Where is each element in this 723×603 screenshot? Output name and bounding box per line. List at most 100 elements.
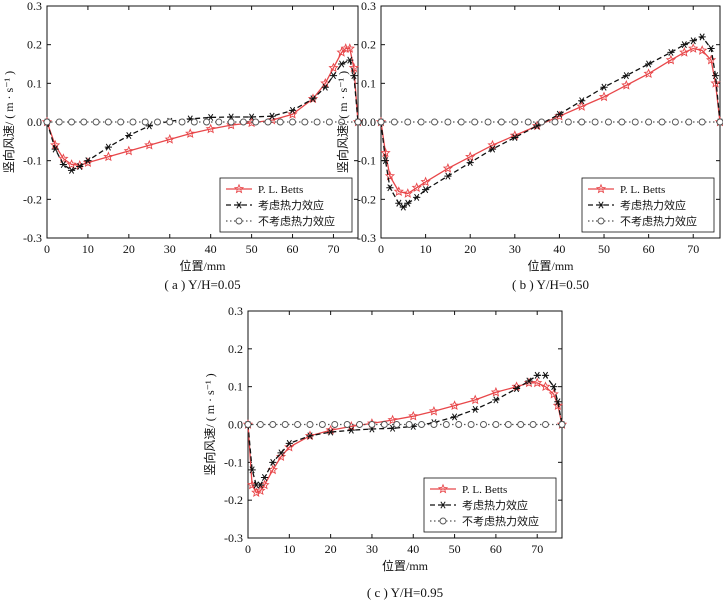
y-axis-label: 竖向风速/ ( m · s⁻¹ ) — [335, 71, 350, 173]
data-point — [645, 60, 653, 68]
data-point — [59, 161, 67, 169]
data-point — [344, 43, 355, 53]
data-point — [411, 182, 422, 193]
y-tick-label: 0.3 — [27, 0, 42, 13]
data-point — [467, 421, 475, 428]
data-point — [346, 56, 354, 64]
data-point — [205, 123, 216, 134]
y-tick-label: -0.1 — [224, 455, 243, 469]
data-point — [431, 118, 438, 126]
data-point — [444, 118, 452, 126]
data-point — [318, 421, 326, 428]
data-point — [442, 421, 450, 428]
series-2 — [244, 421, 566, 428]
panel-caption: ( a ) Y/H=0.05 — [164, 277, 240, 292]
y-tick-label: 0.0 — [361, 115, 376, 129]
data-point — [268, 112, 276, 120]
data-point — [517, 421, 525, 428]
y-tick-label: 0.1 — [361, 76, 376, 90]
data-point — [84, 157, 92, 165]
data-point — [329, 72, 338, 80]
data-point — [141, 118, 149, 126]
x-tick-label: 70 — [531, 542, 543, 556]
data-point — [533, 122, 541, 130]
x-tick-label: 60 — [643, 242, 655, 256]
data-point — [688, 43, 699, 53]
data-point — [313, 118, 321, 126]
series-2 — [43, 118, 362, 126]
series-1 — [377, 33, 723, 211]
data-point — [540, 381, 551, 392]
data-point — [417, 118, 425, 126]
data-point — [260, 473, 269, 481]
data-point — [289, 118, 296, 126]
data-point — [244, 421, 252, 428]
data-point — [117, 118, 125, 126]
y-tick-label: 0.2 — [27, 38, 42, 52]
series-2 — [377, 118, 723, 126]
data-point — [276, 118, 284, 126]
data-point — [55, 118, 63, 126]
data-point — [377, 118, 385, 126]
y-tick-label: -0.2 — [357, 192, 376, 206]
legend-label: P. L. Betts — [462, 484, 507, 496]
data-point — [442, 163, 454, 173]
y-tick-label: 0.2 — [228, 342, 243, 356]
data-point — [408, 410, 419, 421]
data-point — [66, 159, 77, 169]
data-point — [269, 458, 277, 466]
data-point — [393, 421, 401, 428]
x-tick-label: 30 — [509, 242, 521, 256]
data-point — [404, 118, 412, 126]
data-point — [393, 186, 404, 196]
legend-marker — [235, 201, 243, 209]
legend-label: 考虑热力效应 — [620, 198, 686, 212]
x-tick-label: 50 — [598, 242, 610, 256]
data-point — [226, 119, 237, 130]
data-point — [395, 199, 403, 207]
data-point — [269, 421, 277, 428]
x-tick-label: 50 — [449, 542, 461, 556]
x-tick-label: 10 — [420, 242, 432, 256]
y-tick-label: 0.2 — [361, 38, 376, 52]
x-tick-label: 60 — [287, 242, 299, 256]
data-point — [178, 118, 186, 126]
series-1 — [244, 371, 566, 489]
data-point — [679, 47, 690, 57]
data-point — [697, 45, 708, 55]
data-point — [207, 113, 215, 121]
y-tick-label: 0.1 — [228, 380, 243, 394]
x-tick-label: 20 — [123, 242, 135, 256]
data-point — [251, 487, 262, 497]
data-point — [685, 118, 693, 126]
data-point — [564, 118, 572, 126]
data-point — [578, 118, 586, 126]
data-point — [605, 118, 612, 126]
y-axis-label: 竖向风速/ ( m · s⁻¹ ) — [202, 373, 217, 475]
legend-label: 不考虑热力效应 — [462, 514, 539, 528]
data-point — [689, 37, 697, 45]
data-point — [301, 118, 309, 126]
data-point — [277, 449, 285, 457]
data-point — [576, 101, 587, 111]
data-point — [82, 157, 94, 167]
data-point — [350, 72, 358, 80]
x-tick-label: 0 — [245, 542, 251, 556]
legend-label: 不考虑热力效应 — [620, 214, 697, 228]
data-point — [190, 118, 198, 126]
data-point — [104, 118, 112, 126]
y-tick-label: 0.3 — [228, 304, 243, 318]
data-point — [512, 385, 521, 393]
series-line — [247, 382, 563, 494]
data-point — [444, 172, 452, 180]
data-point — [422, 186, 430, 194]
data-point — [511, 118, 519, 126]
data-point — [43, 118, 51, 126]
data-point — [103, 151, 114, 162]
data-point — [321, 83, 329, 91]
data-point — [368, 421, 376, 428]
legend-label: 考虑热力效应 — [258, 198, 324, 212]
data-point — [304, 430, 316, 441]
